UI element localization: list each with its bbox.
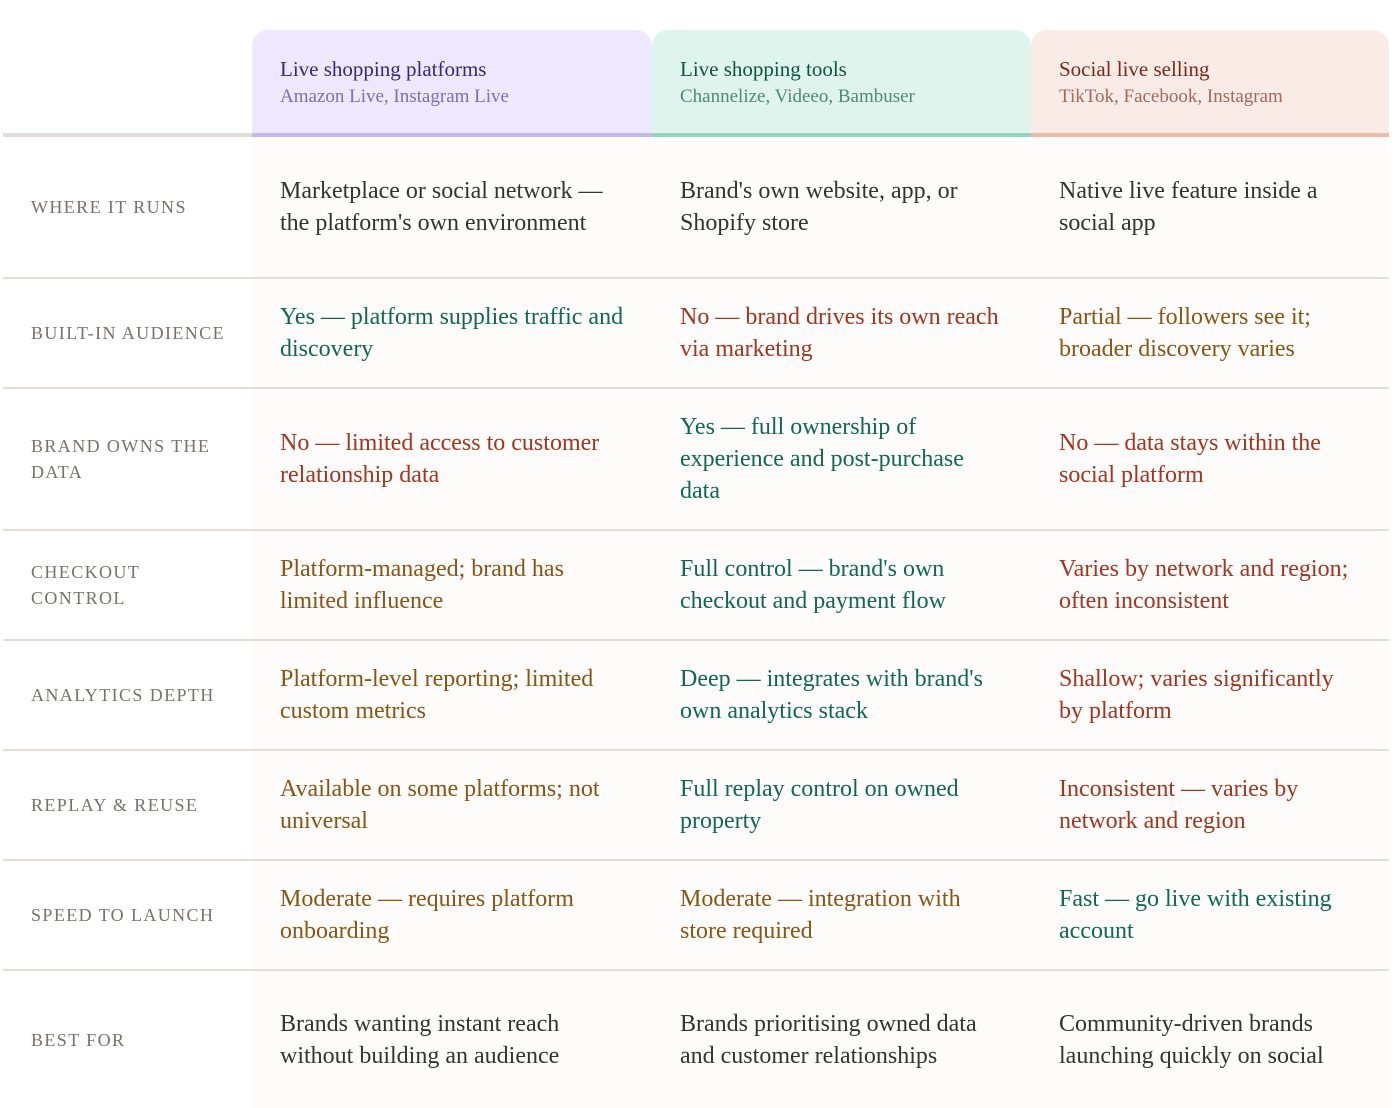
row-label-cell: Speed to launch	[3, 861, 252, 971]
header-corner	[3, 30, 252, 137]
table-cell: No — data stays within the social platfo…	[1031, 389, 1389, 531]
cell-value: Brands prioritising owned data and custo…	[680, 1010, 977, 1069]
table-cell: Full control — brand's own checkout and …	[652, 531, 1031, 641]
column-header-social-live-selling: Social live selling TikTok, Facebook, In…	[1031, 30, 1389, 137]
table-cell: Yes — full ownership of experience and p…	[652, 389, 1031, 531]
table-cell: Partial — followers see it; broader disc…	[1031, 279, 1389, 389]
row-label-cell: Brand owns the data	[3, 389, 252, 531]
cell-value: Native live feature inside a social app	[1059, 178, 1318, 236]
table-cell: Platform-level reporting; limited custom…	[252, 641, 652, 751]
cell-value: Full control — brand's own checkout and …	[680, 556, 946, 614]
table-cell: Fast — go live with existing account	[1031, 861, 1389, 971]
column-header-live-shopping-tools: Live shopping tools Channelize, Videeo, …	[652, 30, 1031, 137]
row-label: Analytics depth	[31, 685, 215, 705]
row-label-cell: Where it runs	[3, 137, 252, 279]
table-cell: Brands wanting instant reach without bui…	[252, 971, 652, 1108]
cell-value: Fast — go live with existing account	[1059, 886, 1332, 944]
table-cell: Platform-managed; brand has limited infl…	[252, 531, 652, 641]
table-cell: Native live feature inside a social app	[1031, 137, 1389, 279]
column-header-live-shopping-platforms: Live shopping platforms Amazon Live, Ins…	[252, 30, 652, 137]
table-cell: Deep — integrates with brand's own analy…	[652, 641, 1031, 751]
column-examples: Channelize, Videeo, Bambuser	[680, 86, 915, 107]
row-label-cell: Replay & reuse	[3, 751, 252, 861]
cell-value: Platform-managed; brand has limited infl…	[280, 556, 564, 614]
row-label: Replay & reuse	[31, 795, 199, 815]
table-cell: Community-driven brands launching quickl…	[1031, 971, 1389, 1108]
table-cell: Shallow; varies significantly by platfor…	[1031, 641, 1389, 751]
table-cell: Brands prioritising owned data and custo…	[652, 971, 1031, 1108]
cell-value: Inconsistent — varies by network and reg…	[1059, 776, 1299, 834]
column-examples: TikTok, Facebook, Instagram	[1059, 86, 1283, 107]
cell-value: Brands wanting instant reach without bui…	[280, 1010, 560, 1069]
row-label-cell: Analytics depth	[3, 641, 252, 751]
cell-value: Yes — full ownership of experience and p…	[680, 414, 964, 504]
cell-value: No — brand drives its own reach via mark…	[680, 304, 999, 362]
cell-value: Community-driven brands launching quickl…	[1059, 1010, 1324, 1069]
row-label: Brand owns the data	[31, 436, 211, 482]
table-cell: Yes — platform supplies traffic and disc…	[252, 279, 652, 389]
table-cell: Moderate — requires platform onboarding	[252, 861, 652, 971]
column-title: Social live selling	[1059, 57, 1210, 81]
cell-value: Marketplace or social network — the plat…	[280, 178, 603, 236]
row-label: Built-in audience	[31, 323, 225, 343]
table-cell: Moderate — integration with store requir…	[652, 861, 1031, 971]
cell-value: Shallow; varies significantly by platfor…	[1059, 666, 1334, 724]
comparison-table: Live shopping platforms Amazon Live, Ins…	[3, 30, 1389, 1108]
table-cell: Marketplace or social network — the plat…	[252, 137, 652, 279]
cell-value: Deep — integrates with brand's own analy…	[680, 666, 983, 724]
row-label: Speed to launch	[31, 905, 215, 925]
cell-value: No — data stays within the social platfo…	[1059, 430, 1321, 488]
table-cell: Available on some platforms; not univers…	[252, 751, 652, 861]
cell-value: No — limited access to customer relation…	[280, 430, 600, 488]
cell-value: Varies by network and region; often inco…	[1059, 556, 1349, 614]
cell-value: Moderate — integration with store requir…	[680, 886, 961, 944]
table-cell: No — limited access to customer relation…	[252, 389, 652, 531]
table-cell: Full replay control on owned property	[652, 751, 1031, 861]
cell-value: Full replay control on owned property	[680, 776, 959, 834]
table-cell: Inconsistent — varies by network and reg…	[1031, 751, 1389, 861]
table-cell: Varies by network and region; often inco…	[1031, 531, 1389, 641]
row-label-cell: Best for	[3, 971, 252, 1108]
table-cell: No — brand drives its own reach via mark…	[652, 279, 1031, 389]
column-title: Live shopping platforms	[280, 57, 487, 81]
cell-value: Platform-level reporting; limited custom…	[280, 666, 594, 724]
column-title: Live shopping tools	[680, 57, 847, 81]
row-label: Best for	[31, 1029, 126, 1050]
column-examples: Amazon Live, Instagram Live	[280, 86, 509, 107]
cell-value: Available on some platforms; not univers…	[280, 776, 600, 834]
row-label: Checkout control	[31, 562, 140, 608]
row-label-cell: Checkout control	[3, 531, 252, 641]
cell-value: Moderate — requires platform onboarding	[280, 886, 574, 944]
cell-value: Brand's own website, app, or Shopify sto…	[680, 178, 958, 236]
row-label-cell: Built-in audience	[3, 279, 252, 389]
cell-value: Partial — followers see it; broader disc…	[1059, 304, 1311, 362]
row-label: Where it runs	[31, 197, 187, 217]
cell-value: Yes — platform supplies traffic and disc…	[280, 304, 624, 362]
table-cell: Brand's own website, app, or Shopify sto…	[652, 137, 1031, 279]
